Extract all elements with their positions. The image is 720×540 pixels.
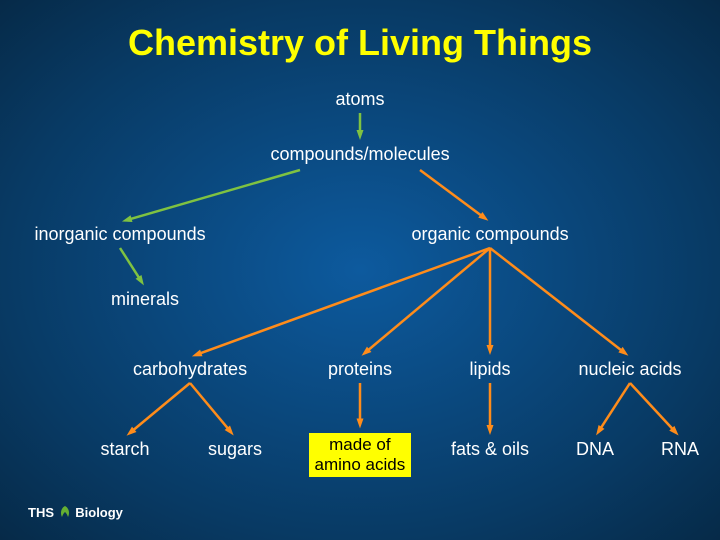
node-sugars: sugars (208, 439, 262, 461)
node-org: organic compounds (412, 224, 569, 246)
node-carbs: carbohydrates (133, 359, 247, 381)
node-fatsoils: fats & oils (451, 439, 529, 461)
footer-text-after: Biology (75, 505, 123, 520)
footer-text-before: THS (28, 505, 58, 520)
node-inorg: inorganic compounds (35, 224, 206, 246)
footer: THS Biology (28, 505, 123, 522)
slide-title: Chemistry of Living Things (0, 22, 720, 64)
node-amino: made of amino acids (309, 433, 412, 478)
node-rna: RNA (661, 439, 699, 461)
node-atoms: atoms (336, 89, 385, 111)
node-lipids: lipids (470, 359, 511, 381)
slide: Chemistry of Living Things atoms compound… (0, 0, 720, 540)
node-minerals: minerals (111, 289, 179, 311)
node-proteins: proteins (328, 359, 392, 381)
node-compmol: compounds/molecules (271, 144, 450, 166)
node-dna: DNA (576, 439, 614, 461)
leaf-icon (58, 505, 72, 522)
node-starch: starch (101, 439, 150, 461)
node-nucleic: nucleic acids (579, 359, 682, 381)
